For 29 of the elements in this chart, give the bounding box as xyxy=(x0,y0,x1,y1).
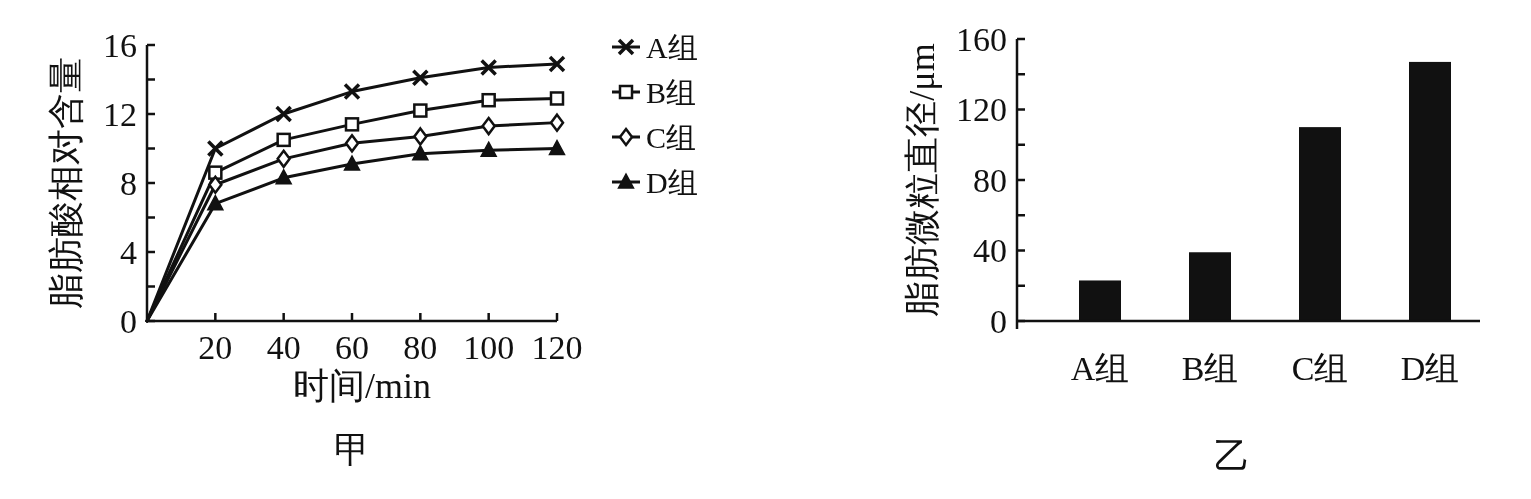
title: 甲 xyxy=(334,430,370,470)
y-tick-label: 40 xyxy=(973,232,1007,269)
x-tick-label: 80 xyxy=(403,329,438,366)
y-tick-label: 160 xyxy=(956,20,1007,58)
x-tick-label: D组 xyxy=(1400,350,1460,387)
x-tick-label: 60 xyxy=(335,329,369,366)
legend-label: B组 xyxy=(646,75,697,109)
y-tick-label: 8 xyxy=(120,164,137,202)
legend-label: D组 xyxy=(646,165,698,199)
y-tick-label: 120 xyxy=(956,91,1007,128)
x-tick-label: 40 xyxy=(266,329,301,366)
title: 乙 xyxy=(1214,436,1250,476)
y-tick-label: 16 xyxy=(103,26,137,64)
x-axis-title: 时间/min xyxy=(292,366,432,406)
x-tick-label: 120 xyxy=(531,329,583,366)
x-tick-label: C组 xyxy=(1291,350,1349,387)
x-tick-label: A组 xyxy=(1070,350,1130,387)
y-tick-label: 80 xyxy=(973,161,1007,199)
y-axis-title: 脂肪微粒直径/μm xyxy=(902,43,942,317)
x-tick-label: 20 xyxy=(198,329,233,366)
x-tick-label: 100 xyxy=(463,329,515,366)
y-tick-label: 12 xyxy=(103,95,137,133)
legend-label: A组 xyxy=(646,30,698,64)
legend-label: C组 xyxy=(646,120,697,154)
y-tick-label: 0 xyxy=(990,302,1007,340)
y-tick-label: 4 xyxy=(120,233,137,271)
y-axis-title: 脂肪酸相对含量 xyxy=(46,57,86,309)
y-tick-label: 0 xyxy=(120,302,137,340)
x-tick-label: B组 xyxy=(1181,350,1239,387)
